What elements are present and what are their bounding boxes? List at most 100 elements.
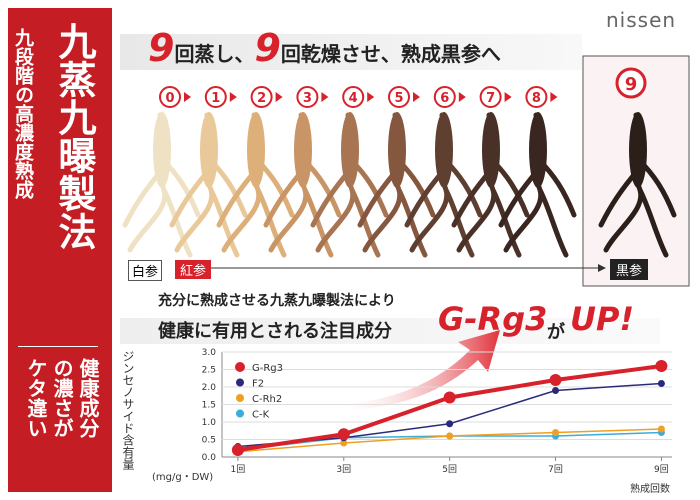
legend-marker xyxy=(236,378,244,387)
ginseng xyxy=(482,112,500,188)
legend-marker xyxy=(235,362,245,372)
final-number: 9 xyxy=(625,74,638,95)
point xyxy=(549,374,562,386)
headline-highlight: G-Rg3 xyxy=(438,300,548,338)
legend-marker xyxy=(236,409,244,418)
process-arrowhead xyxy=(598,264,606,272)
ginseng xyxy=(529,112,547,188)
banner-bg xyxy=(120,34,582,70)
banner: 9回蒸し、9回乾燥させ、熟成黒参へ xyxy=(148,26,501,70)
headline-particle: が xyxy=(547,322,565,343)
ginseng xyxy=(216,112,295,258)
ginseng xyxy=(247,112,265,188)
step-circle xyxy=(525,86,548,108)
point xyxy=(552,429,560,436)
y-tick-label: 0.0 xyxy=(202,453,217,463)
step-number: 7 xyxy=(486,91,495,106)
ginseng xyxy=(388,112,406,188)
step-arrow xyxy=(413,92,420,102)
legend-label: G-Rg3 xyxy=(252,363,283,374)
ginseng xyxy=(435,112,453,188)
y-tick-label: 0.5 xyxy=(202,436,216,446)
point xyxy=(340,439,348,447)
step-arrow xyxy=(229,92,237,102)
step-circle xyxy=(250,86,273,108)
legend-label: C-K xyxy=(252,410,270,421)
ginseng xyxy=(310,112,389,258)
label-black: 黒参 xyxy=(610,259,649,280)
step-circle xyxy=(479,86,502,108)
step-circle xyxy=(159,86,181,108)
step-number: 3 xyxy=(303,91,312,106)
step-number: 0 xyxy=(165,91,174,106)
point xyxy=(337,428,350,441)
label-white: 白参 xyxy=(128,260,163,281)
ginseng xyxy=(357,112,436,258)
banner-number: 9 xyxy=(148,26,175,70)
chart-arrow xyxy=(335,330,500,410)
y-tick-label: 1.5 xyxy=(202,401,216,411)
step-arrow xyxy=(550,92,558,102)
legend-label: F2 xyxy=(252,379,264,390)
step-circle xyxy=(388,86,410,108)
x-tick-label: 9回 xyxy=(654,464,669,475)
y-axis-label: ジンセノサイド含有量 xyxy=(121,350,135,470)
side-title: 九蒸九曝製法 xyxy=(52,22,96,250)
x-tick-label: 7回 xyxy=(548,464,563,475)
x-tick-label: 5回 xyxy=(442,464,457,475)
ginseng xyxy=(598,112,677,258)
step-circle xyxy=(342,86,365,108)
step-number: 5 xyxy=(394,91,403,106)
step-number: 4 xyxy=(349,91,358,106)
step-arrow xyxy=(504,92,512,102)
x-axis-label: 熟成回数 xyxy=(630,484,670,495)
x-tick-label: 3回 xyxy=(336,464,351,475)
y-tick-label: 2.5 xyxy=(202,366,216,376)
headline-bg xyxy=(120,318,660,344)
final-circle xyxy=(615,67,647,99)
headline-up: UP! xyxy=(570,300,635,338)
point xyxy=(443,391,456,404)
banner-text: 回蒸し、 xyxy=(174,42,255,66)
step-arrow xyxy=(458,92,466,102)
y-tick-label: 2.0 xyxy=(202,383,217,393)
y-unit: (mg/g・DW) xyxy=(152,472,214,483)
headline-line1: 充分に熟成させる九蒸九曝製法により xyxy=(158,293,396,309)
side-subtitle: 九段階の高濃度熟成 xyxy=(12,28,34,199)
ginseng xyxy=(122,112,201,258)
step-arrow xyxy=(367,92,375,102)
side-panel xyxy=(8,8,112,492)
step-circle xyxy=(204,86,227,108)
step-arrow xyxy=(184,92,191,102)
ginseng xyxy=(629,112,647,188)
point xyxy=(657,380,665,387)
step-number: 6 xyxy=(440,91,449,106)
banner-number: 9 xyxy=(254,26,281,70)
point xyxy=(446,420,454,428)
ginseng xyxy=(153,112,171,188)
legend-marker xyxy=(236,394,244,402)
y-tick-label: 1.0 xyxy=(202,418,217,428)
step-number: 2 xyxy=(257,91,266,106)
ginseng xyxy=(200,112,218,188)
ginseng xyxy=(263,112,342,258)
divider xyxy=(18,346,98,347)
headline-line2: 健康に有用とされる注目成分 xyxy=(158,321,392,342)
banner-text: 回乾燥させ、熟成黒参へ xyxy=(280,42,501,66)
ginseng xyxy=(341,112,359,188)
side-note: ケタ違い xyxy=(24,358,48,438)
brand: nissen xyxy=(606,8,677,32)
step-circle xyxy=(296,86,319,108)
step-number: 1 xyxy=(211,91,220,106)
point xyxy=(655,360,668,372)
legend-label: C-Rh2 xyxy=(252,394,282,405)
step-circle xyxy=(433,86,456,108)
ginseng xyxy=(498,112,577,258)
step-arrow xyxy=(321,92,329,102)
point xyxy=(552,387,560,394)
ginseng xyxy=(294,112,312,188)
side-note: の濃さが xyxy=(50,358,74,438)
point xyxy=(657,425,665,433)
